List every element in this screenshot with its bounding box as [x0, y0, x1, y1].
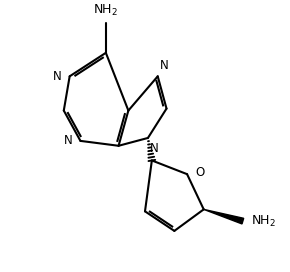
Text: N: N	[150, 142, 159, 155]
Polygon shape	[204, 209, 244, 224]
Text: N: N	[53, 70, 62, 83]
Text: N: N	[64, 134, 72, 147]
Text: N: N	[160, 59, 168, 72]
Text: NH$_2$: NH$_2$	[251, 214, 276, 229]
Text: NH$_2$: NH$_2$	[93, 2, 118, 18]
Text: O: O	[195, 166, 204, 179]
